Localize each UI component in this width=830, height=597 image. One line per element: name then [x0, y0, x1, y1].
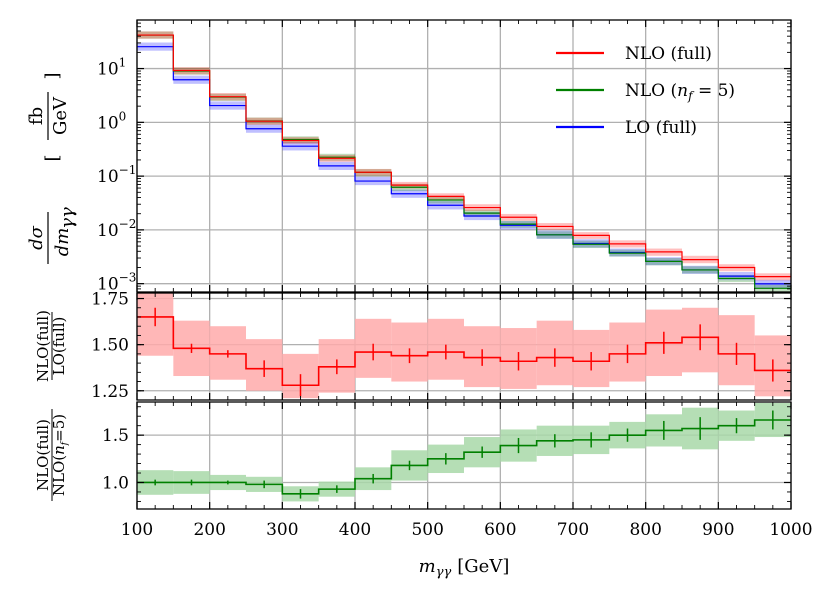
ratio2-ylabel-den-var: n	[50, 445, 68, 455]
ratio1-ylabel-den: LO(full)	[50, 317, 68, 376]
legend: NLO (full) NLO (nf = 5) LO (full)	[556, 44, 735, 138]
ratio2-panel: 1.5 1.0 100 200 300 400 500 600 700 800 900 1000 NL…	[34, 20, 813, 540]
ratio2-ylabel-den: NLO(nf=5)	[50, 414, 70, 496]
xtick-label-300: 300	[266, 520, 298, 540]
main-lines	[137, 34, 791, 289]
legend-nf5-pre: NLO (	[625, 81, 677, 101]
ratio2-ylabel-num: NLO(full)	[34, 419, 52, 491]
ratio2-ylabel: NLO(full) NLO(nf=5)	[34, 409, 70, 501]
main-ticks: 101 100 10−1 10−2 10−3	[97, 19, 791, 295]
ratio1-line	[137, 307, 791, 397]
legend-label-lo-full: LO (full)	[625, 118, 697, 138]
main-ytick-label-0: 101	[97, 56, 126, 80]
ratio2-ytick-label-1: 1.0	[102, 473, 129, 493]
xtick-label-900: 900	[702, 520, 734, 540]
main-line-0	[137, 34, 791, 278]
main-ylabel-bracket-right: ]	[42, 72, 63, 79]
ratio2-frame	[136, 401, 792, 510]
main-ylabel-unit-fb: fb	[26, 107, 47, 125]
main-ylabel-bracket-left: [	[42, 154, 63, 161]
ratio2-ylabel-den-sub: f	[60, 440, 70, 446]
main-ytick-label-4: 10−3	[97, 271, 136, 295]
legend-nf5-var: n	[677, 81, 688, 101]
ratio1-ylabel-num: NLO(full)	[34, 310, 52, 382]
main-ytick-label-1: 100	[97, 109, 126, 133]
main-ytick-label-3: 10−2	[97, 217, 136, 241]
ratio1-band	[137, 293, 791, 399]
main-ylabel-dsigma: dσ	[26, 225, 47, 250]
main-ytick-label-2: 10−1	[97, 163, 136, 187]
ratio2-ytick-label-0: 1.5	[102, 426, 129, 446]
x-axis-sub: γγ	[436, 565, 452, 580]
x-axis-unit: [GeV]	[457, 556, 509, 577]
main-ylabel-dm-sub: γγ	[57, 207, 78, 229]
xtick-label-700: 700	[557, 520, 589, 540]
ratio2-ylabel-den-post: =5)	[50, 414, 68, 442]
legend-nf5-post: = 5)	[693, 81, 736, 101]
ratio1-line	[137, 316, 791, 387]
ratio1-ytick-label-2: 1.25	[91, 382, 129, 402]
xtick-label-600: 600	[484, 520, 516, 540]
x-axis-var: m	[419, 556, 436, 577]
xtick-label-500: 500	[411, 520, 443, 540]
main-ylabel-unit-gev: GeV	[50, 96, 71, 135]
xtick-label-400: 400	[339, 520, 371, 540]
ratio2-ticks: 1.5 1.0 100 200 300 400 500 600 700 800 900 1000	[102, 20, 813, 540]
ratio1-ytick-label-1: 1.50	[91, 336, 129, 356]
xtick-label-800: 800	[629, 520, 661, 540]
ratio1-panel: 1.75 1.50 1.25 NLO(full) LO(full)	[34, 290, 792, 402]
ratio2-line	[137, 410, 791, 499]
xtick-label-1000: 1000	[769, 520, 812, 540]
ratio2-line	[137, 419, 791, 495]
ratio1-ytick-label-0: 1.75	[91, 290, 129, 310]
x-axis-title: mγγ [GeV]	[419, 556, 510, 580]
ratio1-ylabel: NLO(full) LO(full)	[34, 310, 68, 382]
ratio2-ylabel-den-pre: NLO(	[50, 455, 68, 496]
main-ylabel-dm: dm	[52, 228, 73, 257]
xtick-label-100: 100	[121, 520, 153, 540]
legend-nf5-sub: f	[687, 89, 695, 103]
legend-label-nlo-full: NLO (full)	[625, 44, 712, 64]
main-ylabel: dσ dm γγ [ fb GeV ]	[26, 72, 78, 264]
legend-label-nlo-nf5: NLO (nf = 5)	[625, 81, 735, 103]
xtick-label-200: 200	[193, 520, 225, 540]
ratio1-ticks: 1.75 1.50 1.25	[91, 290, 791, 402]
